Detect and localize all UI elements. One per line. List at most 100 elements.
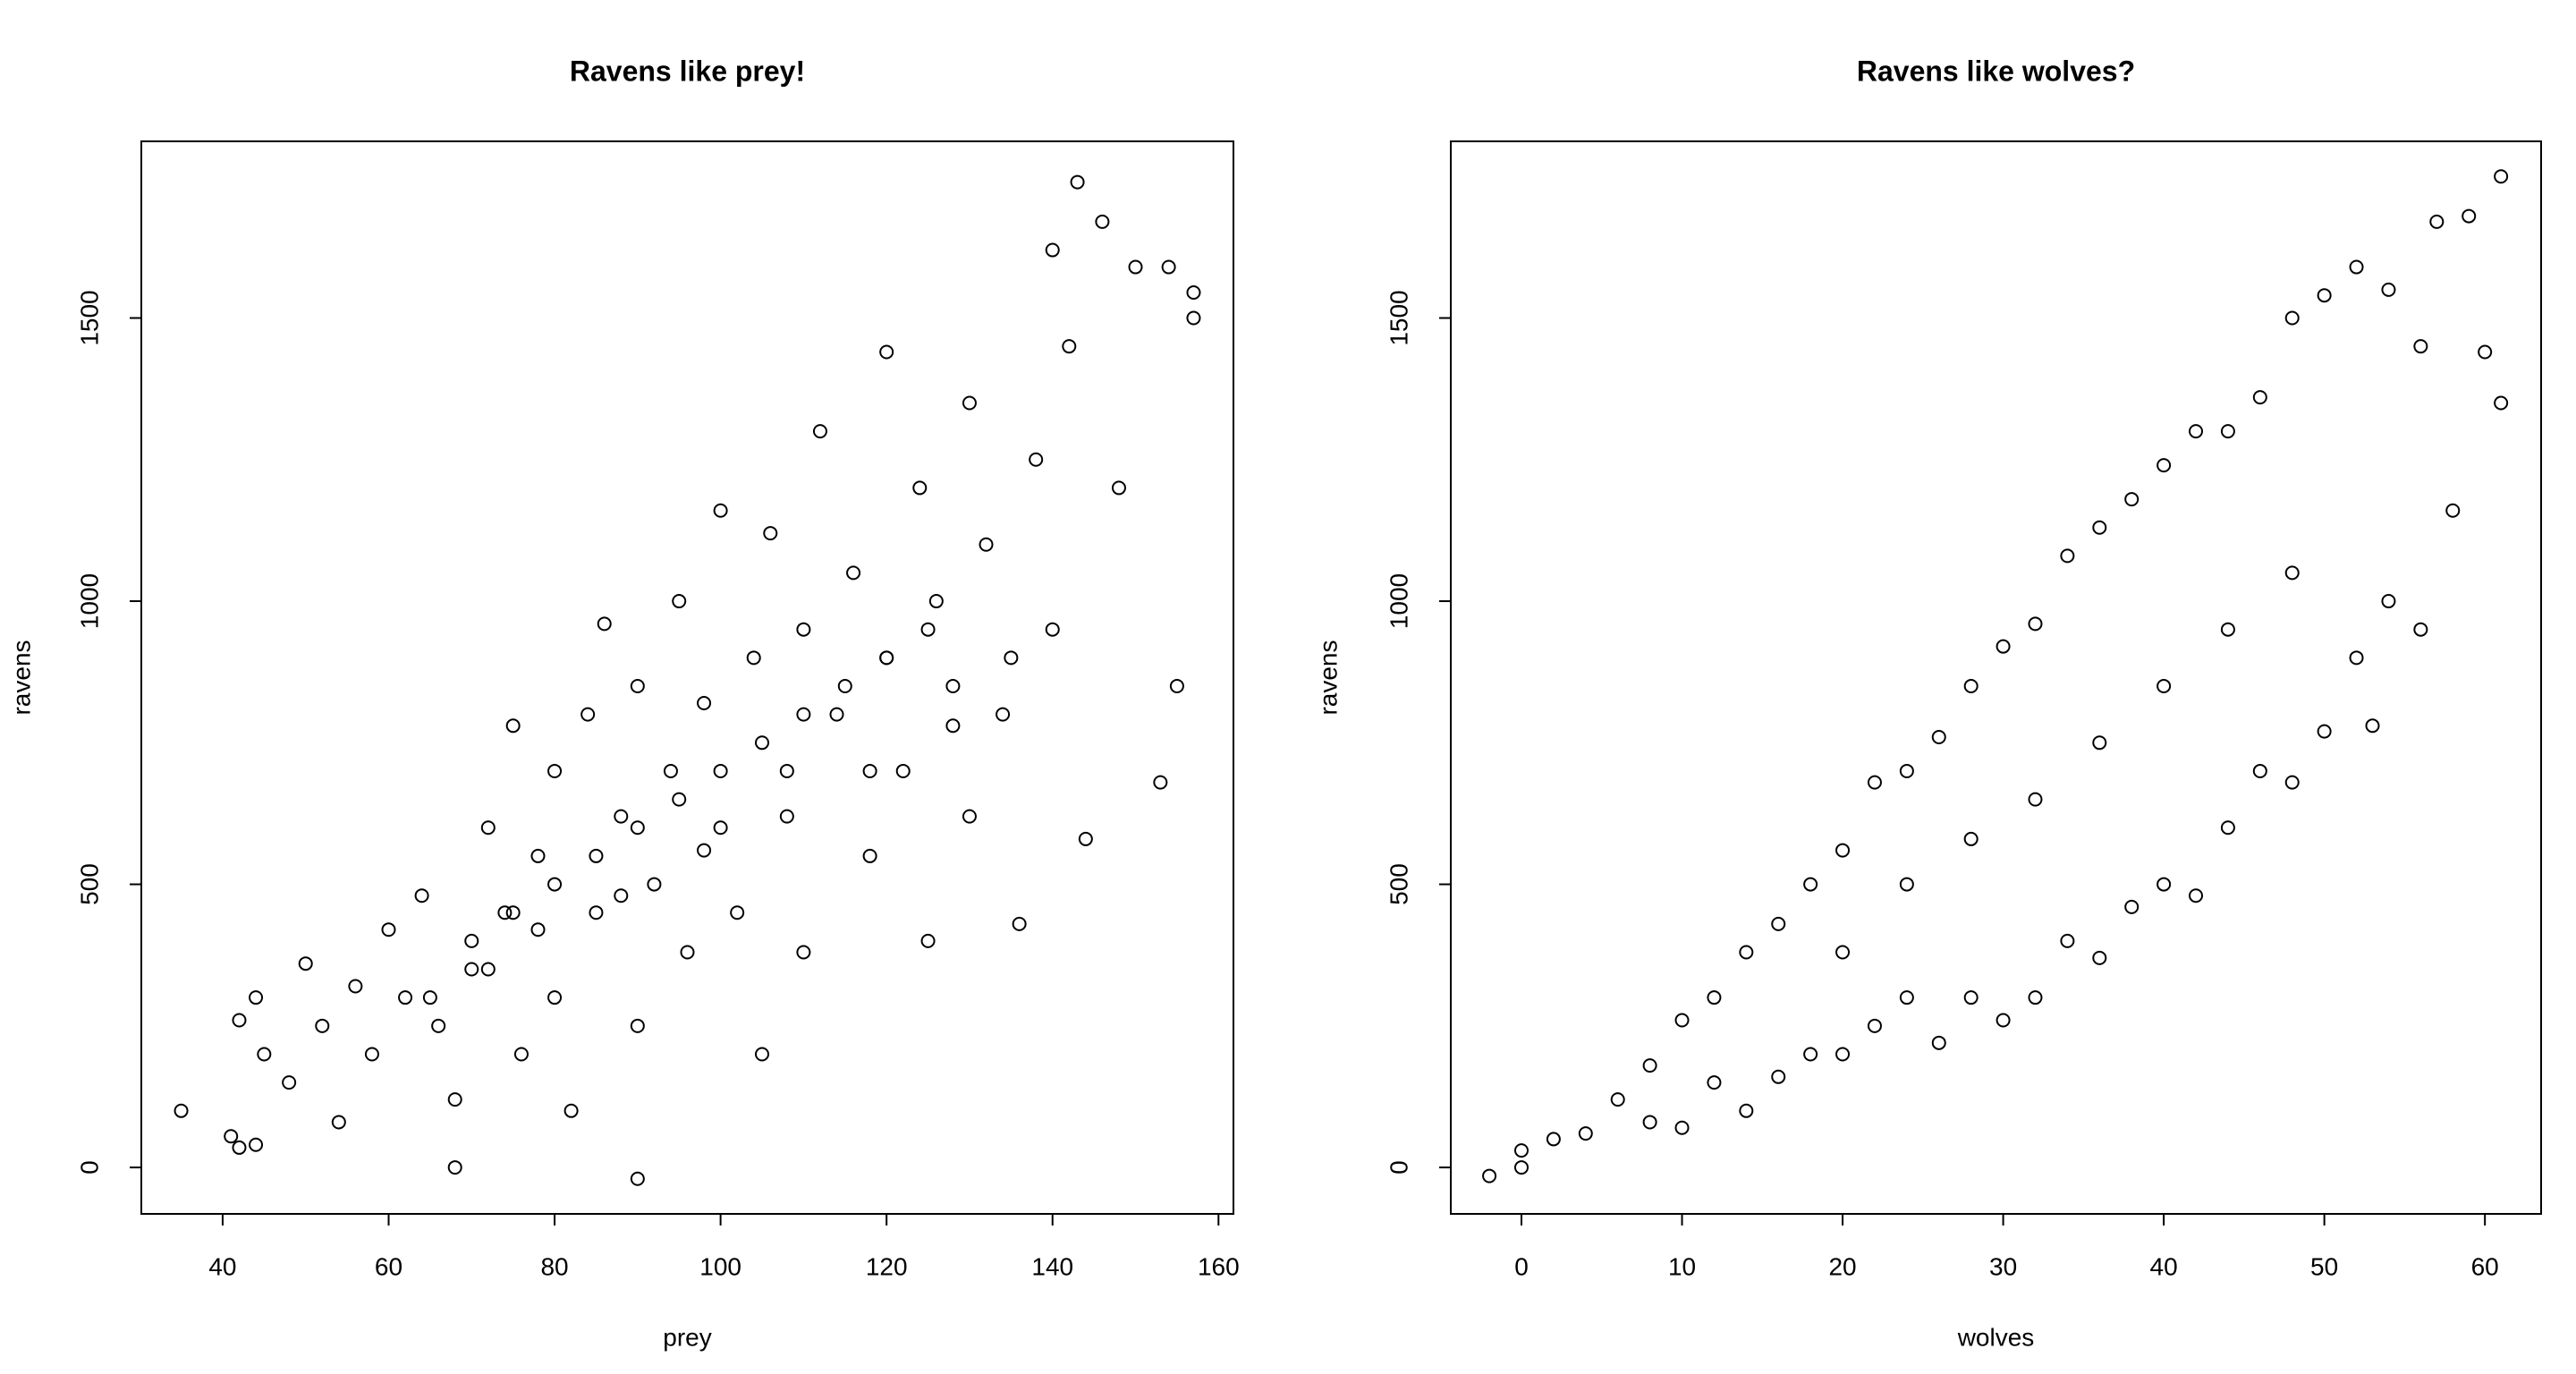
point (647, 877, 662, 892)
point (547, 990, 563, 1005)
point (480, 820, 496, 835)
point (2284, 310, 2300, 326)
point (174, 1103, 189, 1118)
point (1931, 1035, 1946, 1050)
point (2028, 792, 2043, 807)
y-axis-label: ravens (7, 640, 35, 715)
point (663, 763, 678, 778)
x-tick-label: 160 (1198, 1252, 1240, 1280)
point (547, 877, 563, 892)
point (1546, 1132, 1561, 1147)
point (2381, 594, 2396, 609)
point (513, 1047, 529, 1062)
point (1045, 622, 1060, 637)
point (2252, 390, 2267, 405)
point (564, 1103, 579, 1118)
point (1578, 1126, 1593, 1141)
point (2317, 288, 2332, 303)
point (2284, 565, 2300, 581)
x-tick-label: 30 (1989, 1252, 2017, 1280)
point (480, 962, 496, 977)
point (447, 1092, 462, 1107)
x-axis-label: prey (663, 1323, 711, 1351)
point (713, 763, 728, 778)
point (1803, 877, 1818, 892)
plot-box (1450, 140, 2542, 1215)
point (2124, 492, 2140, 507)
point (464, 962, 479, 977)
chart-title: Ravens like wolves? (1857, 55, 2135, 87)
point (232, 1140, 247, 1155)
point (796, 945, 811, 960)
point (1029, 452, 1044, 467)
point (713, 820, 728, 835)
point (2220, 424, 2235, 439)
y-tick-label: 0 (1385, 1160, 1412, 1175)
point (232, 1013, 247, 1028)
point (672, 594, 687, 609)
point (672, 792, 687, 807)
point (447, 1160, 462, 1175)
x-tick-label: 50 (2310, 1252, 2338, 1280)
point (1803, 1047, 1818, 1062)
point (282, 1075, 297, 1090)
point (1867, 1018, 1882, 1033)
point (1739, 1103, 1754, 1118)
point (829, 707, 844, 722)
point (2220, 820, 2235, 835)
point (2284, 775, 2300, 790)
point (2462, 208, 2477, 224)
point (530, 848, 546, 863)
point (796, 622, 811, 637)
x-tick-label: 40 (208, 1252, 236, 1280)
point (697, 695, 712, 710)
point (2349, 259, 2364, 275)
point (1771, 1069, 1786, 1084)
point (920, 933, 936, 948)
point (505, 905, 521, 920)
point (996, 707, 1011, 722)
point (1186, 285, 1201, 301)
y-tick-label: 1500 (1385, 290, 1412, 345)
x-tick-label: 140 (1031, 1252, 1073, 1280)
point (1707, 1075, 1722, 1090)
point (1078, 831, 1093, 846)
point (1739, 945, 1754, 960)
point (298, 956, 313, 971)
point (2445, 503, 2461, 518)
point (912, 480, 928, 496)
y-tick-label: 0 (75, 1160, 103, 1175)
point (2429, 214, 2445, 229)
point (1642, 1115, 1657, 1130)
point (2494, 395, 2509, 411)
point (1153, 775, 1168, 790)
point (224, 1129, 239, 1144)
point (846, 565, 861, 581)
point (812, 424, 827, 439)
point (2413, 622, 2428, 637)
point (962, 395, 977, 411)
point (755, 735, 770, 751)
point (422, 990, 437, 1005)
point (614, 888, 629, 903)
point (1771, 916, 1786, 931)
point (779, 763, 794, 778)
point (547, 763, 563, 778)
point (1931, 729, 1946, 744)
point (2157, 678, 2172, 693)
point (2157, 877, 2172, 892)
point (697, 843, 712, 858)
point (348, 979, 363, 994)
point (530, 922, 546, 937)
y-tick-label: 500 (75, 863, 103, 905)
point (862, 848, 877, 863)
point (2317, 724, 2332, 739)
point (2092, 950, 2107, 965)
point (589, 848, 604, 863)
point (2413, 339, 2428, 354)
point (315, 1018, 330, 1033)
point (1963, 678, 1979, 693)
point (2365, 718, 2380, 734)
point (1835, 945, 1851, 960)
point (431, 1018, 446, 1033)
